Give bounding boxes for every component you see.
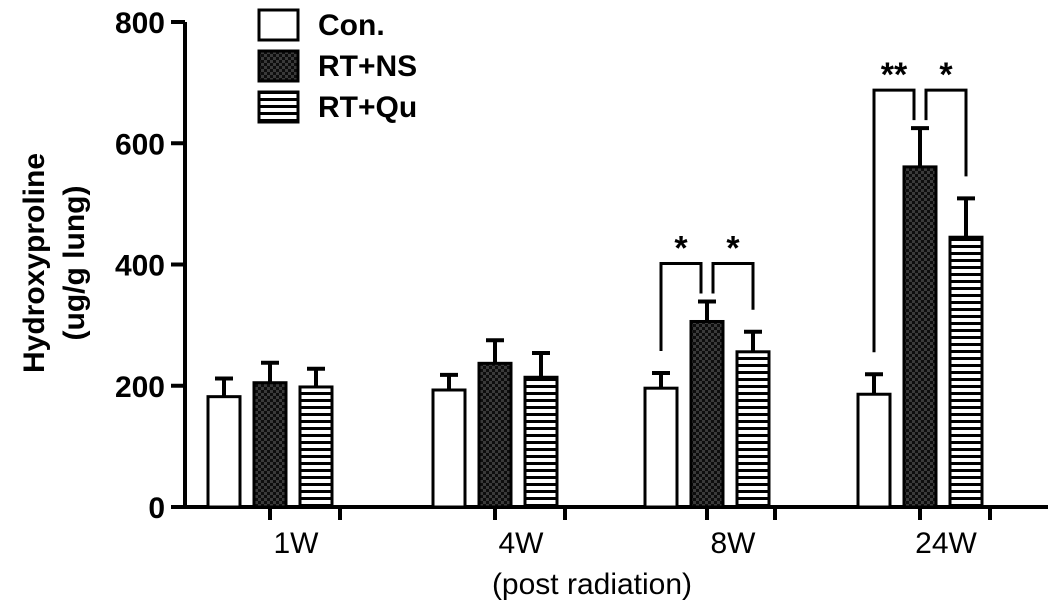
- significance-label: **: [881, 56, 908, 94]
- y-tick-label: 600: [115, 128, 165, 161]
- bar: [252, 381, 288, 509]
- significance-bracket: [872, 88, 916, 353]
- bar: [689, 319, 725, 509]
- significance-label: *: [939, 56, 953, 94]
- x-category-label: 4W: [499, 527, 545, 560]
- bar: [206, 395, 242, 509]
- legend-swatch-rt-qu: [257, 90, 300, 124]
- significance-annotations: * *** *: [659, 56, 968, 353]
- bar: [477, 361, 513, 509]
- significance-bracket: [924, 88, 968, 177]
- significance-bracket: [711, 261, 755, 310]
- y-tick-label: 200: [115, 371, 165, 404]
- legend-label-con: Con.: [318, 9, 385, 42]
- bar: [948, 235, 984, 509]
- significance-bracket: [659, 261, 703, 352]
- x-category-label: 24W: [915, 527, 977, 560]
- bar: [902, 165, 938, 509]
- y-axis-title-line-1: Hydroxyproline: [18, 153, 51, 373]
- bar: [431, 388, 467, 509]
- y-axis-title-line-2: (ug/g lung): [58, 186, 91, 341]
- significance-label: *: [674, 229, 688, 267]
- bar: [523, 375, 559, 509]
- legend-swatch-rt-ns: [257, 49, 300, 83]
- x-category-label: 8W: [711, 527, 757, 560]
- legend: Con. RT+NS RT+Qu: [257, 8, 417, 124]
- bar: [298, 385, 334, 509]
- bar: [643, 386, 679, 509]
- y-tick-label: 800: [115, 7, 165, 40]
- y-tick-label: 400: [115, 250, 165, 283]
- bar: [856, 392, 892, 509]
- x-category-label: 1W: [274, 527, 320, 560]
- legend-label-rt-ns: RT+NS: [318, 50, 417, 83]
- legend-swatch-con: [257, 8, 300, 42]
- significance-label: *: [726, 229, 740, 267]
- y-tick-label: 0: [148, 492, 165, 525]
- bars: [206, 126, 984, 509]
- bar: [735, 350, 771, 509]
- legend-label-rt-qu: RT+Qu: [318, 91, 417, 124]
- y-axis-title: Hydroxyproline (ug/g lung): [18, 153, 91, 373]
- x-axis-title: (post radiation): [492, 568, 692, 601]
